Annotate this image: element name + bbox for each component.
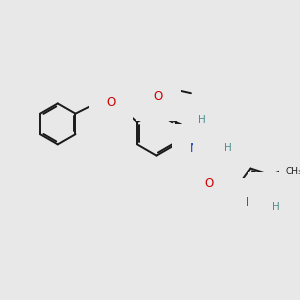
Text: CH₃: CH₃ (285, 167, 300, 176)
Text: O: O (205, 177, 214, 190)
Text: N: N (190, 142, 199, 154)
Text: H: H (224, 143, 232, 153)
Text: H: H (198, 115, 206, 125)
Text: N: N (211, 149, 219, 162)
Text: N: N (266, 189, 274, 202)
Text: N: N (246, 196, 255, 209)
Text: H: H (272, 202, 280, 212)
Text: O: O (106, 96, 116, 109)
Text: O: O (154, 90, 163, 104)
